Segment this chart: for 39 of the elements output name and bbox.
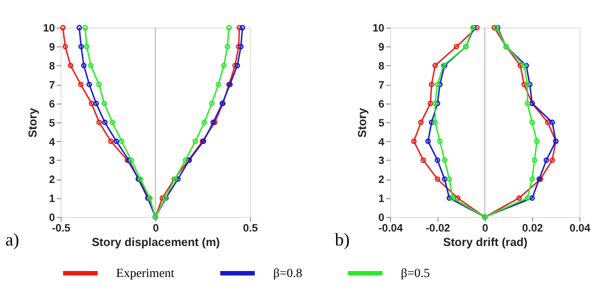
y-tick-label: 9 [378, 42, 384, 54]
y-tick-label: 1 [48, 193, 55, 206]
x-tick-label: -0.04 [378, 222, 403, 235]
legend-label: β=0.5 [400, 266, 430, 280]
y-tick-label: 3 [378, 155, 384, 168]
x-tick-label: -0.02 [426, 222, 450, 235]
y-tick-label: 5 [48, 117, 55, 130]
y-axis-title: Story [356, 107, 370, 138]
y-tick-label: 3 [48, 155, 55, 168]
y-tick-label: 1 [378, 193, 384, 206]
y-tick-label: 4 [378, 136, 384, 148]
y-tick-label: 7 [48, 79, 55, 92]
x-tick-label: -0.5 [52, 222, 70, 235]
y-tick-label: 6 [378, 98, 384, 110]
x-tick-label: 0.04 [569, 222, 590, 235]
x-tick-label: 0.02 [522, 222, 544, 235]
y-tick-label: 0 [378, 212, 384, 224]
x-tick-label: 0 [482, 222, 488, 235]
y-tick-label: 4 [48, 136, 55, 148]
y-axis-title: Story [26, 107, 40, 138]
x-tick-label: 0 [152, 222, 159, 235]
x-axis-title: Story displacement (m) [92, 236, 220, 249]
y-tick-label: 0 [48, 212, 55, 224]
y-tick-label: 6 [48, 98, 55, 110]
legend-label: β=0.8 [273, 266, 302, 280]
y-tick-label: 5 [378, 117, 384, 130]
y-tick-label: 8 [378, 60, 384, 73]
y-tick-label: 7 [378, 79, 384, 92]
y-tick-label: 2 [48, 174, 55, 186]
y-tick-label: 10 [43, 22, 55, 35]
x-tick-label: 0.5 [243, 222, 258, 235]
y-tick-label: 8 [48, 60, 55, 73]
legend-label: Experiment [116, 266, 175, 280]
x-axis-title: Story drift (rad) [443, 236, 528, 249]
text: a) [5, 230, 20, 250]
y-tick-label: 2 [378, 174, 384, 186]
y-tick-label: 10 [372, 22, 384, 35]
text: b) [334, 230, 350, 250]
y-tick-label: 9 [48, 42, 55, 54]
